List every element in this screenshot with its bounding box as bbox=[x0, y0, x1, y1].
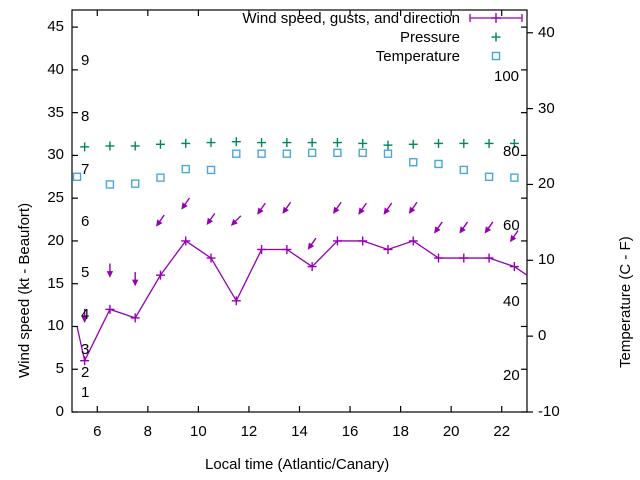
y-axis-tick-label: 20 bbox=[47, 231, 64, 249]
wind-speed-line bbox=[76, 240, 528, 363]
legend-item-wind-label[interactable]: Wind speed, gusts, and direction bbox=[242, 10, 460, 27]
y2-axis-tick-label: 10 bbox=[538, 251, 555, 269]
wind-direction-arrow-head bbox=[459, 226, 466, 234]
temperature-point bbox=[105, 180, 115, 189]
y-axis-tick-label: 15 bbox=[47, 274, 64, 292]
y-axis-tick-label: 40 bbox=[47, 60, 64, 78]
pressure-scale-label: 80 bbox=[503, 142, 520, 160]
y-axis-tick-label: 10 bbox=[47, 317, 64, 335]
temperature-point bbox=[130, 179, 140, 188]
y-axis-title: Wind speed (kt - Beaufort) bbox=[16, 202, 33, 378]
temperature-point bbox=[333, 148, 342, 158]
temperature-point bbox=[156, 173, 165, 182]
beaufort-scale-label: 2 bbox=[81, 363, 90, 381]
y2-axis-tick-label: 0 bbox=[538, 327, 547, 345]
beaufort-scale-label: 5 bbox=[81, 263, 90, 281]
temperature-point bbox=[72, 172, 82, 181]
temperature-point bbox=[434, 159, 443, 169]
temperature-point bbox=[510, 173, 519, 182]
wind-direction-arrow-head bbox=[206, 217, 214, 225]
x-axis-tick-label: 10 bbox=[190, 423, 207, 440]
pressure-scale-label: 20 bbox=[503, 367, 520, 385]
y-axis-tick-label: 25 bbox=[47, 189, 64, 207]
wind-direction-arrow-head bbox=[106, 271, 114, 278]
y2-axis-tick-label: 30 bbox=[538, 99, 555, 117]
x-axis-tick-label: 14 bbox=[291, 423, 308, 440]
wind-direction-arrow-head bbox=[383, 207, 390, 215]
wind-direction-arrow-head bbox=[307, 242, 315, 250]
x-axis-tick-label: 8 bbox=[143, 423, 152, 440]
legend-marker-temperature bbox=[491, 51, 501, 61]
wind-direction-arrow-head bbox=[181, 202, 188, 210]
x-axis-tick-label: 22 bbox=[493, 423, 511, 440]
beaufort-scale-label: 7 bbox=[81, 160, 90, 178]
wind-direction-arrow-head bbox=[333, 206, 340, 214]
pressure-scale-label: 40 bbox=[503, 292, 520, 310]
y-axis-tick-label: 0 bbox=[55, 403, 64, 420]
y-axis-tick-label: 30 bbox=[47, 146, 64, 164]
wind-direction-arrow-head bbox=[434, 226, 441, 234]
temperature-point bbox=[383, 149, 393, 158]
beaufort-scale-label: 4 bbox=[81, 306, 90, 324]
y2-axis-tick-label: 40 bbox=[538, 23, 555, 41]
beaufort-scale-label: 1 bbox=[81, 384, 90, 402]
temperature-point bbox=[232, 149, 241, 158]
wind-direction-arrow-head bbox=[132, 279, 139, 287]
y-axis-tick-label: 5 bbox=[55, 360, 64, 378]
y-axis-tick-label: 35 bbox=[47, 103, 64, 121]
y2-axis-title: Temperature (C - F) bbox=[617, 236, 634, 368]
wind-direction-arrow-head bbox=[484, 226, 492, 234]
x-axis-tick-label: 12 bbox=[240, 423, 258, 440]
temperature-point bbox=[459, 165, 469, 175]
wind-direction-arrow-head bbox=[509, 234, 517, 243]
temperature-point bbox=[358, 148, 367, 158]
wind-direction-arrow-head bbox=[282, 206, 289, 214]
temperature-point bbox=[307, 148, 317, 158]
x-axis-tick-label: 16 bbox=[341, 423, 359, 440]
temperature-point bbox=[282, 149, 292, 158]
wind-direction-arrow-head bbox=[230, 218, 238, 226]
temperature-point bbox=[484, 172, 494, 181]
temperature-point bbox=[206, 165, 216, 175]
wind-direction-arrow-head bbox=[408, 206, 416, 214]
pressure-scale-label: 100 bbox=[494, 67, 520, 85]
wind-direction-arrow-head bbox=[257, 207, 264, 215]
legend-item-pressure-label[interactable]: Pressure bbox=[399, 29, 460, 46]
beaufort-scale-label: 6 bbox=[81, 213, 90, 231]
plot-frame bbox=[71, 9, 528, 413]
x-axis-tick-label: 6 bbox=[93, 423, 102, 440]
x-axis-tick-label: 18 bbox=[392, 423, 409, 440]
pressure-scale-label: 60 bbox=[503, 217, 520, 235]
temperature-point bbox=[181, 164, 190, 174]
x-axis-tick-label: 20 bbox=[442, 423, 460, 440]
temperature-point bbox=[257, 149, 266, 158]
temperature-point bbox=[409, 158, 418, 167]
y2-axis-tick-label: -10 bbox=[538, 403, 560, 420]
legend-item-temperature-label[interactable]: Temperature bbox=[375, 48, 460, 65]
wind-direction-arrow-head bbox=[156, 219, 163, 227]
beaufort-scale-label: 8 bbox=[81, 107, 90, 125]
y-axis-tick-label: 45 bbox=[47, 18, 64, 36]
wind-direction-arrow-head bbox=[358, 207, 365, 215]
wind-direction-arrow-head bbox=[81, 316, 88, 323]
x-axis-title: Local time (Atlantic/Canary) bbox=[205, 456, 390, 473]
beaufort-scale-label: 9 bbox=[81, 52, 90, 70]
beaufort-scale-label: 3 bbox=[81, 340, 90, 358]
y2-axis-tick-label: 20 bbox=[538, 175, 555, 193]
